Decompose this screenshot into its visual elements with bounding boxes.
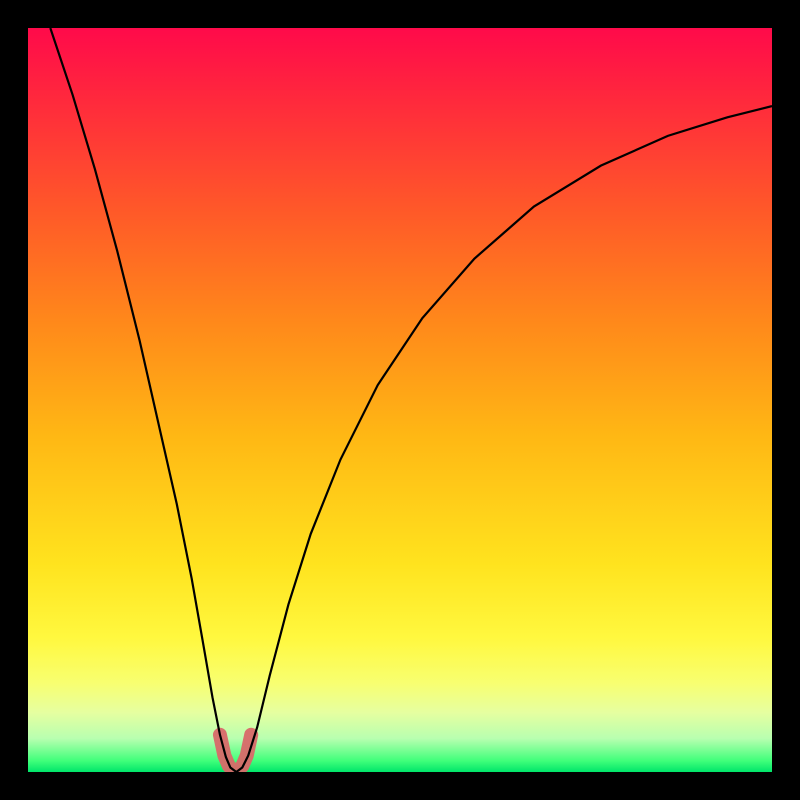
plot-outer (0, 0, 800, 800)
plot-gradient-background (28, 28, 772, 772)
gradient-rect (28, 28, 772, 772)
chart-canvas: TheBottleneck.com (0, 0, 800, 800)
